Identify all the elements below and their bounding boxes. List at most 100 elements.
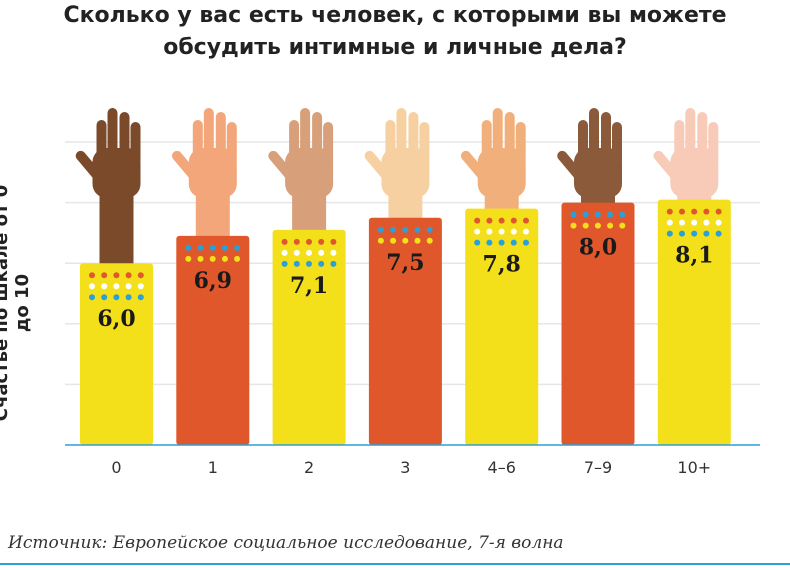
bar-group: 7,12 [268,108,346,477]
x-tick-label: 7–9 [584,458,612,477]
decor-dot [607,222,614,229]
hand-finger [708,122,719,164]
decor-dot [293,238,300,245]
bar [561,202,635,445]
decor-dot [402,226,409,233]
decor-dot [209,255,216,262]
decor-dot [293,260,300,267]
decor-dot [113,294,120,301]
decor-dot [414,237,421,244]
decor-dot [330,238,337,245]
decor-dot [619,222,626,229]
decor-dot [474,228,481,235]
decor-dot [390,226,397,233]
decor-dot [281,260,288,267]
value-label: 8,0 [579,235,617,261]
decor-dot [426,226,433,233]
decor-dot [306,238,312,245]
decor-dot [594,222,601,229]
decor-dot [510,228,517,235]
decor-dot [125,283,132,290]
decor-dot [209,244,216,251]
bar-group: 6,00 [75,108,153,477]
hand-thumb [75,150,107,186]
title-line-1: Сколько у вас есть человек, с которыми в… [63,3,727,28]
x-tick-label: 0 [111,458,121,477]
decor-dot [89,272,95,279]
decor-dot [715,208,722,215]
forearm [99,190,134,266]
decor-dot [306,249,312,256]
bar [657,199,731,445]
decor-dot [594,211,601,218]
bar-group: 7,8 4–6 [460,108,539,477]
hand-finger [192,120,203,166]
bar-group: 6,91 [172,108,250,477]
decor-dot [293,249,300,256]
bar-group: 8,1 10+ [653,108,731,477]
hand-thumb [557,150,588,186]
hand-finger [481,120,492,166]
decor-dot [619,211,626,218]
hand-finger [396,108,407,164]
hand-finger [674,120,685,166]
source-divider [0,563,790,565]
decor-dot [137,294,144,301]
bar [272,229,346,445]
hand-finger [504,112,515,164]
decor-dot [498,228,505,235]
bar [80,263,153,445]
hand-finger [226,122,237,164]
decor-dot [691,208,698,215]
x-tick-label: 1 [208,458,218,477]
decor-dot [101,294,108,301]
decor-dot [281,249,288,256]
hand-finger [289,120,300,166]
value-label: 7,8 [483,252,521,278]
decor-dot [570,222,577,229]
decor-dot [666,230,673,237]
decor-dot [318,238,325,245]
decor-dot [582,211,589,218]
decor-dot [523,217,529,224]
hand-thumb [653,150,685,186]
decor-dot [414,226,421,233]
decor-dot [582,222,589,229]
bar-group: 7,53 [364,108,442,477]
decor-dot [306,260,312,267]
hand-finger [323,122,334,164]
decor-dot [510,217,517,224]
hand-finger [492,108,503,164]
decor-dot [523,239,529,246]
decor-dot [703,219,710,226]
hand-finger [96,120,107,166]
decor-dot [691,219,698,226]
hand-finger [107,108,118,164]
decor-dot [570,211,577,218]
decor-dot [377,237,384,244]
decor-dot [666,208,673,215]
decor-dot [510,239,517,246]
decor-dot [197,244,204,251]
bar [368,217,442,445]
decor-dot [113,283,120,290]
decor-dot [185,244,192,251]
decor-dot [137,272,144,279]
hand-finger [408,112,419,164]
hand-finger [300,108,311,164]
hand-finger [578,120,588,166]
bar [465,208,539,445]
decor-dot [715,230,722,237]
hand-finger [515,122,526,164]
decor-dot [318,249,325,256]
decor-dot [113,272,120,279]
hand-thumb [172,150,203,186]
bar-group: 8,0 7–9 [557,108,635,477]
decor-dot [498,239,505,246]
decor-dot [234,255,241,262]
hand-finger [119,112,130,164]
decor-dot [679,219,685,226]
decor-dot [715,219,722,226]
decor-dot [125,272,132,279]
decor-dot [498,217,505,224]
